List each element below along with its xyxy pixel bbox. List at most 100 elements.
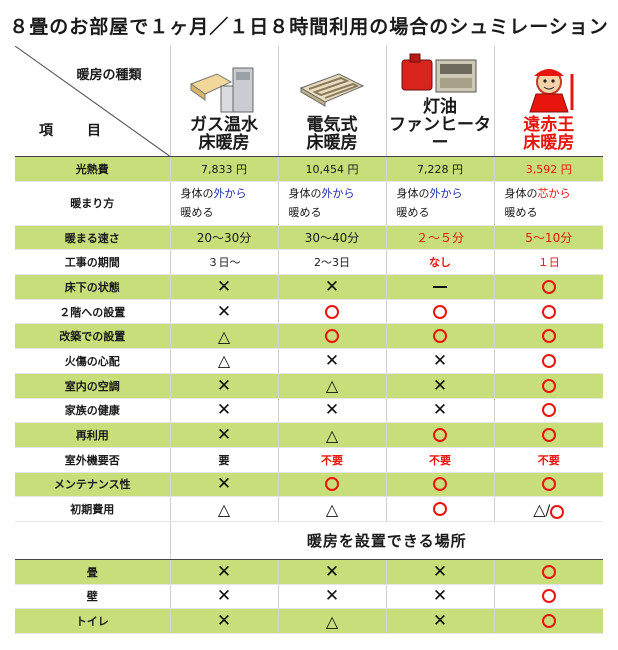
row-toilet: トイレ ✕ △ ✕ xyxy=(15,608,603,634)
cross-mark-icon: ✕ xyxy=(216,400,232,421)
row-label: 暖まり方 xyxy=(15,181,171,226)
product-name-enseki: 遠赤王 床暖房 xyxy=(523,115,575,153)
cell xyxy=(494,299,603,325)
cell: △ xyxy=(170,323,279,350)
triangle-mark-icon: △ xyxy=(217,351,231,371)
cell xyxy=(494,323,603,350)
triangle-mark-icon: △ xyxy=(533,499,546,519)
cell: ✕ xyxy=(386,373,495,399)
enseki-mascot-icon xyxy=(529,69,574,113)
cell: ✕ xyxy=(170,422,279,448)
blank-cell xyxy=(15,521,171,560)
row-period: 工事の期間 ３日～ 2～3日 なし １日 xyxy=(15,249,603,276)
corner-cell: 暖房の種類 項 目 xyxy=(15,46,171,157)
circle-mark-icon xyxy=(433,502,447,517)
row-aircon: 室内の空調 ✕ △ ✕ xyxy=(15,373,603,399)
triangle-mark-icon: △ xyxy=(325,425,339,445)
circle-mark-icon xyxy=(541,564,556,579)
product-enseki: 遠赤王 床暖房 xyxy=(494,46,603,157)
cross-mark-icon: ✕ xyxy=(432,350,448,371)
row-tatami: 畳 ✕ ✕ ✕ xyxy=(15,559,603,585)
row-label: 火傷の心配 xyxy=(15,348,171,374)
cell: ✕ xyxy=(170,608,279,634)
circle-mark-icon xyxy=(550,504,565,519)
product-name-gas: ガス温水 床暖房 xyxy=(190,115,258,153)
cross-mark-icon: ✕ xyxy=(216,375,232,396)
electric-floor-heater-icon xyxy=(299,73,365,107)
product-electric: 電気式 床暖房 xyxy=(278,46,387,157)
cell: ２～５分 xyxy=(386,225,495,251)
places-section-title: 暖房を設置できる場所 xyxy=(306,531,467,550)
circle-mark-icon xyxy=(541,378,556,393)
circle-mark-icon xyxy=(541,329,556,344)
row-label: 暖まる速さ xyxy=(15,225,171,251)
cell xyxy=(386,323,495,350)
circle-mark-icon xyxy=(541,614,556,629)
circle-mark-icon xyxy=(433,477,447,492)
row-label: 改築での設置 xyxy=(15,323,171,350)
product-name-electric: 電気式 床暖房 xyxy=(306,115,358,153)
cell: △ xyxy=(278,496,387,522)
gas-boiler-icon xyxy=(189,67,254,113)
cell: ✕ xyxy=(386,559,495,585)
row-label: 初期費用 xyxy=(15,496,171,522)
circle-mark-icon xyxy=(325,304,339,319)
cell: ✕ xyxy=(170,274,279,300)
cell xyxy=(278,323,387,350)
row-label: 再利用 xyxy=(15,422,171,448)
diagonal-divider xyxy=(15,46,170,156)
row-label: 家族の健康 xyxy=(15,398,171,424)
cell: 7,228 円 xyxy=(386,156,495,182)
cross-mark-icon: ✕ xyxy=(216,586,232,607)
cell: △ xyxy=(278,373,387,399)
cross-mark-icon: ✕ xyxy=(216,561,232,582)
row-label: トイレ xyxy=(15,608,171,634)
cell xyxy=(494,608,603,634)
cell: 身体の外から 暖める xyxy=(278,181,387,226)
cross-mark-icon: ✕ xyxy=(324,400,340,421)
item-label: 項 目 xyxy=(39,123,111,139)
circle-mark-icon xyxy=(541,428,556,443)
dash-mark-icon xyxy=(433,286,447,289)
cross-mark-icon: ✕ xyxy=(216,611,232,632)
product-gas: ガス温水 床暖房 xyxy=(170,46,279,157)
cross-mark-icon: ✕ xyxy=(324,561,340,582)
cross-mark-icon: ✕ xyxy=(432,586,448,607)
cell: ✕ xyxy=(278,559,387,585)
cell: 7,833 円 xyxy=(170,156,279,182)
cell xyxy=(494,584,603,610)
row-reuse: 再利用 ✕ △ xyxy=(15,422,603,448)
cell xyxy=(386,299,495,325)
cell: なし xyxy=(386,249,495,276)
cell: ✕ xyxy=(170,373,279,399)
row-maintenance: メンテナンス性 ✕ xyxy=(15,472,603,498)
cross-mark-icon: ✕ xyxy=(432,611,448,632)
cell: ✕ xyxy=(170,559,279,585)
cross-mark-icon: ✕ xyxy=(216,301,232,322)
row-second-floor: ２階への設置 ✕ xyxy=(15,299,603,325)
cell: ✕ xyxy=(386,608,495,634)
cross-mark-icon: ✕ xyxy=(216,276,232,297)
cell: ３日～ xyxy=(170,249,279,276)
cell: 身体の外から 暖める xyxy=(170,181,279,226)
cell xyxy=(494,559,603,585)
cell: 30～40分 xyxy=(278,225,387,251)
row-initial: 初期費用 △ △ △/ xyxy=(15,496,603,522)
row-burn: 火傷の心配 △ ✕ ✕ xyxy=(15,348,603,374)
cell: 10,454 円 xyxy=(278,156,387,182)
cross-mark-icon: ✕ xyxy=(324,276,340,297)
cell: 20～30分 xyxy=(170,225,279,251)
triangle-mark-icon: △ xyxy=(325,611,339,631)
places-section-title-cell: 暖房を設置できる場所 xyxy=(170,521,603,560)
cell: 不要 xyxy=(494,447,603,473)
cell: 要 xyxy=(170,447,279,473)
cell: ✕ xyxy=(170,472,279,498)
kerosene-heater-icon xyxy=(401,53,477,93)
circle-mark-icon xyxy=(433,329,447,344)
comparison-table: 暖房の種類 項 目 ガス温水 床暖房 電気式 床暖房 xyxy=(15,46,603,634)
circle-mark-icon xyxy=(325,477,339,492)
circle-mark-icon xyxy=(433,428,447,443)
cell xyxy=(494,472,603,498)
cell: 身体の芯から 暖める xyxy=(494,181,603,226)
places-section-header: 暖房を設置できる場所 xyxy=(15,521,603,560)
